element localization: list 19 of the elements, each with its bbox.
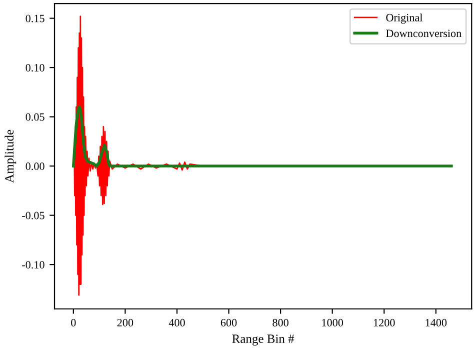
- y-tick-label: 0.00: [26, 162, 44, 170]
- x-tick-label: 800: [272, 318, 288, 326]
- y-tick-label: 0.05: [26, 113, 44, 121]
- legend-label: Original: [386, 14, 423, 24]
- y-tick-label: 0.15: [26, 14, 44, 22]
- y-tick-label: -0.05: [22, 212, 44, 220]
- y-tick-label: 0.10: [26, 64, 44, 72]
- x-tick-label: 600: [220, 318, 237, 326]
- x-tick-label: 1200: [374, 318, 395, 326]
- y-axis-title: Amplitude: [4, 130, 16, 183]
- x-tick-label: 0: [71, 318, 76, 326]
- x-tick-label: 1400: [426, 318, 447, 326]
- x-tick-label: 400: [168, 318, 185, 326]
- x-tick-label: 1000: [322, 318, 344, 326]
- x-axis-title: Range Bin #: [232, 334, 294, 346]
- legend-label: Downconversion: [386, 30, 462, 38]
- x-tick-label: 200: [117, 318, 134, 326]
- line-series: [72, 106, 453, 168]
- y-tick-label: -0.10: [22, 261, 44, 269]
